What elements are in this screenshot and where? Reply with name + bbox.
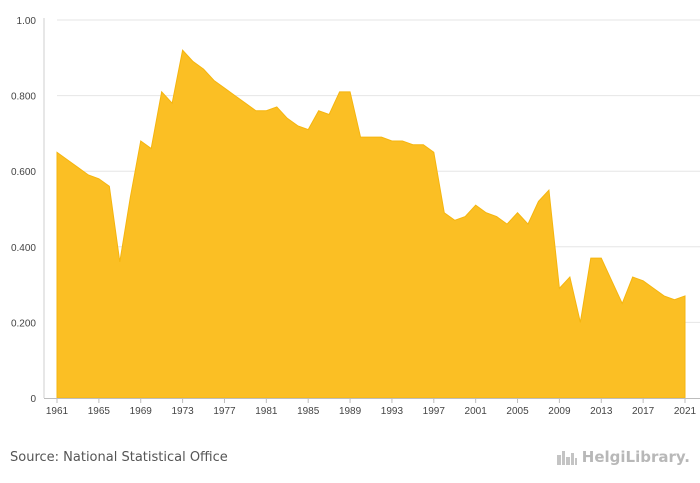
brand-name: HelgiLibrary. bbox=[581, 448, 690, 466]
x-tick-label: 1973 bbox=[171, 406, 194, 417]
x-tick-label: 1965 bbox=[88, 406, 111, 417]
x-axis-ticks: 1961 1965 1969 1973 1977 1981 1985 1989 1993 1997… bbox=[46, 398, 697, 417]
x-tick-label: 2005 bbox=[506, 406, 529, 417]
x-tick-label: 1961 bbox=[46, 406, 69, 417]
x-tick-label: 1969 bbox=[130, 406, 153, 417]
x-tick-label: 2021 bbox=[674, 406, 697, 417]
y-tick-label: 0.600 bbox=[11, 167, 36, 178]
y-tick-label: 0.800 bbox=[11, 92, 36, 103]
y-tick-label: 0 bbox=[30, 394, 36, 405]
y-tick-label: 1.00 bbox=[17, 16, 37, 27]
x-tick-label: 1993 bbox=[381, 406, 404, 417]
y-tick-label: 0.400 bbox=[11, 243, 36, 254]
x-tick-label: 1989 bbox=[339, 406, 362, 417]
x-tick-label: 1981 bbox=[255, 406, 278, 417]
x-tick-label: 2017 bbox=[632, 406, 655, 417]
x-tick-label: 1997 bbox=[423, 406, 446, 417]
y-tick-label: 0.200 bbox=[11, 318, 36, 329]
area-fill bbox=[56, 49, 686, 399]
axes bbox=[43, 18, 700, 399]
x-tick-label: 2013 bbox=[590, 406, 613, 417]
x-tick-label: 2001 bbox=[465, 406, 488, 417]
y-axis-ticks: 0 0.200 0.400 0.600 0.800 1.00 bbox=[11, 16, 36, 405]
source-note: Source: National Statistical Office bbox=[10, 450, 228, 465]
brand-logo[interactable]: HelgiLibrary. bbox=[556, 448, 690, 466]
x-tick-label: 1977 bbox=[213, 406, 236, 417]
x-tick-label: 2009 bbox=[548, 406, 571, 417]
city-skyline-icon bbox=[556, 451, 577, 465]
x-tick-label: 1985 bbox=[297, 406, 320, 417]
area-series bbox=[56, 49, 686, 399]
